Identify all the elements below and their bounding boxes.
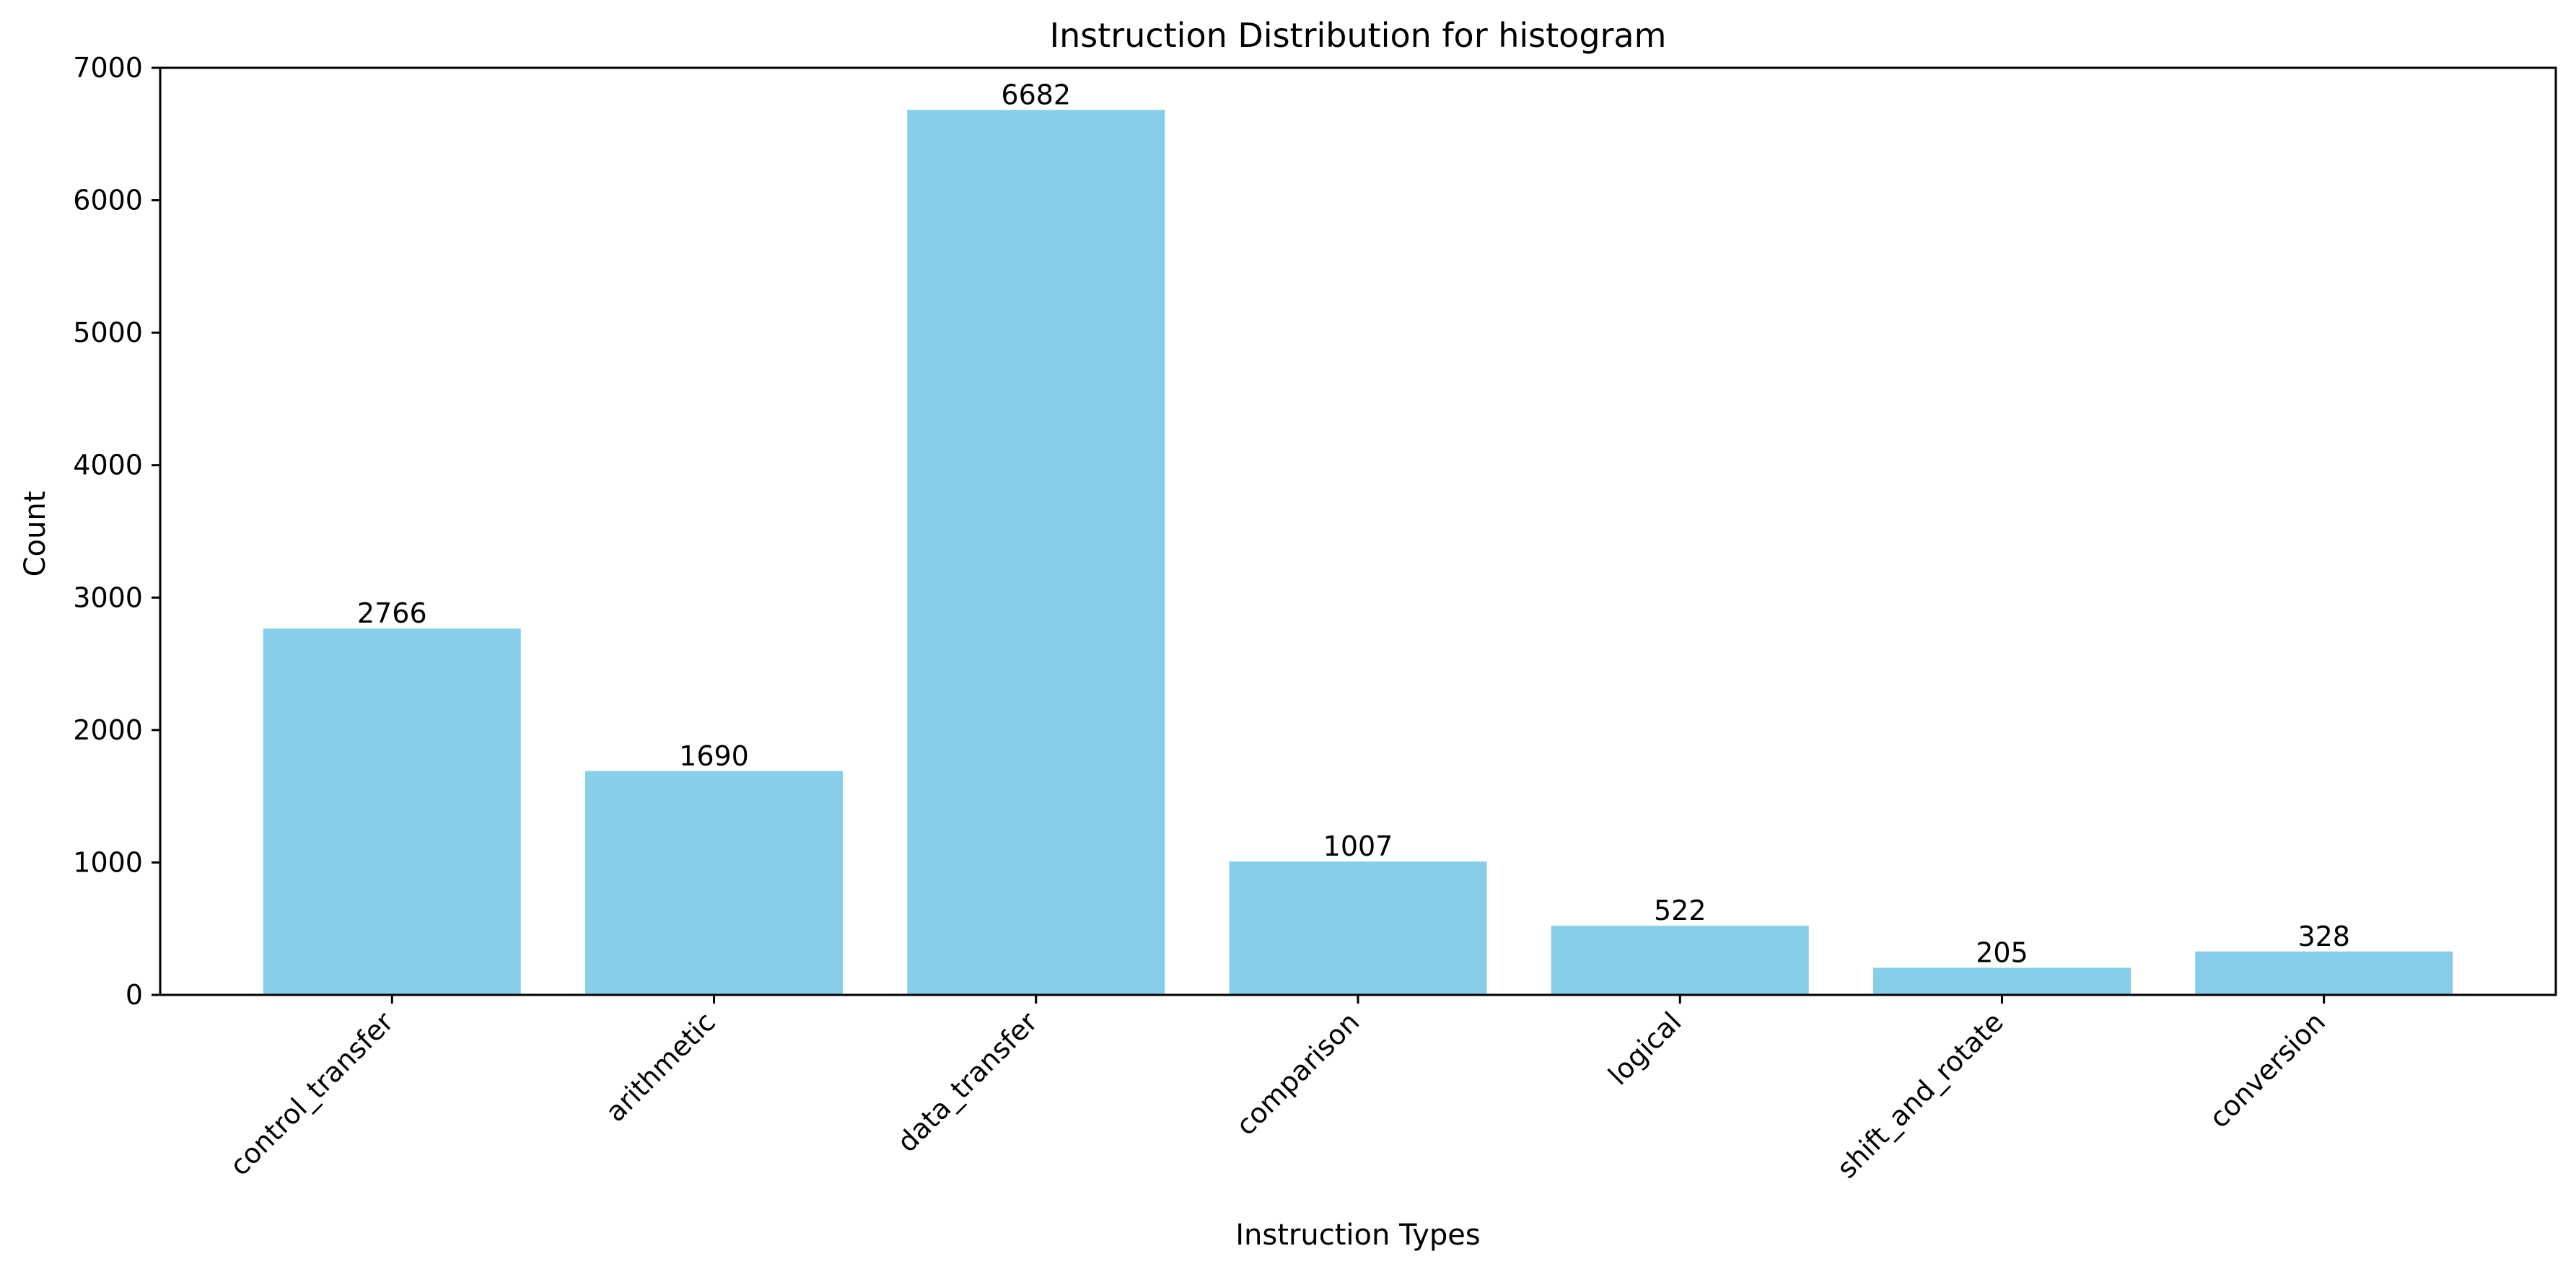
y-tick-label-0: 0 [126, 979, 143, 1011]
bar-conversion [2195, 951, 2453, 995]
x-axis-title: Instruction Types [1235, 1219, 1481, 1252]
bar-shift_and_rotate [1872, 967, 2131, 995]
y-tick-label-2000: 2000 [73, 714, 143, 746]
value-label-data_transfer: 6682 [1001, 79, 1071, 110]
bar-control_transfer [263, 628, 521, 995]
y-tick-label-5000: 5000 [73, 317, 143, 348]
y-tick-label-1000: 1000 [73, 846, 143, 878]
y-axis: 0 1000 2000 3000 4000 5000 6000 7000 [73, 52, 160, 1011]
value-label-logical: 522 [1654, 895, 1707, 926]
y-tick-label-3000: 3000 [73, 582, 143, 613]
value-label-shift_and_rotate: 205 [1976, 936, 2028, 968]
x-tick-label-comparison: comparison [1230, 1006, 1365, 1141]
x-tick-label-arithmetic: arithmetic [600, 1006, 722, 1128]
x-tick-label-conversion: conversion [2203, 1006, 2331, 1134]
value-label-comparison: 1007 [1323, 830, 1393, 862]
value-label-control_transfer: 2766 [357, 597, 427, 629]
x-tick-label-shift_and_rotate: shift_and_rotate [1831, 1006, 2010, 1185]
bar-data_transfer [907, 110, 1165, 995]
y-tick-label-4000: 4000 [73, 449, 143, 481]
value-label-conversion: 328 [2297, 921, 2350, 952]
y-tick-label-7000: 7000 [73, 52, 143, 84]
x-axis: control_transfer arithmetic data_transfer c… [224, 995, 2331, 1185]
x-tick-label-data_transfer: data_transfer [891, 1006, 1043, 1158]
plot-frame [159, 66, 2557, 996]
x-tick-label-control_transfer: control_transfer [224, 1006, 400, 1182]
bar-comparison [1229, 861, 1487, 995]
y-tick-label-6000: 6000 [73, 185, 143, 216]
bar-logical [1551, 926, 1809, 995]
value-labels-layer: 2766 1690 6682 1007 522 205 328 [357, 79, 2350, 968]
y-axis-title: Count [19, 491, 52, 577]
chart-title: Instruction Distribution for histogram [1050, 16, 1667, 55]
bars-layer [263, 110, 2453, 995]
bar-arithmetic [585, 771, 844, 995]
value-label-arithmetic: 1690 [679, 740, 749, 772]
x-tick-label-logical: logical [1602, 1006, 1687, 1091]
